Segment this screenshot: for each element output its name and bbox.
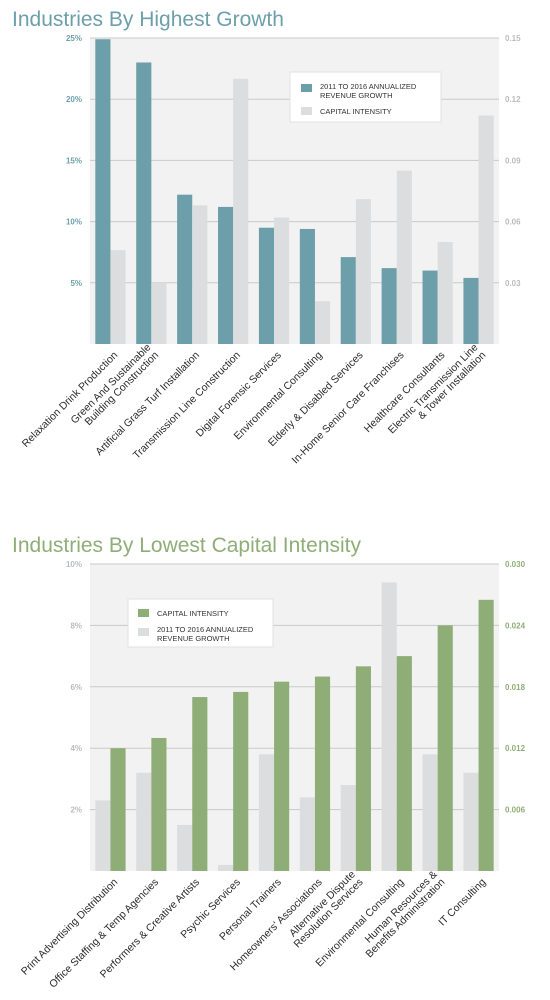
legend-swatch-capital-intensity (301, 107, 312, 115)
bar-capital-intensity (233, 691, 249, 871)
bar-revenue-growth (381, 268, 397, 344)
left-axis-tick-label: 20% (66, 95, 82, 104)
left-axis-tick-label: 4% (70, 744, 82, 753)
bar-revenue-growth (422, 754, 438, 871)
bar-capital-intensity (355, 666, 371, 871)
bar-capital-intensity (110, 250, 126, 344)
growth-chart-title: Industries By Highest Growth (12, 8, 284, 31)
right-axis-tick-label: 0.03 (505, 279, 521, 288)
right-axis-tick-label: 0.030 (505, 560, 526, 569)
left-axis-tick-label: 2% (70, 806, 82, 815)
right-axis-tick-label: 0.12 (505, 95, 521, 104)
bar-capital-intensity (192, 205, 208, 344)
bar-revenue-growth (218, 206, 234, 344)
bar-revenue-growth (95, 39, 111, 344)
left-axis-tick-label: 5% (70, 279, 82, 288)
capital-intensity-chart: Industries By Lowest Capital Intensity 2… (12, 534, 526, 990)
legend-label-capital-intensity: CAPITAL INTENSITY (320, 107, 392, 116)
bar-revenue-growth (299, 228, 315, 344)
bar-revenue-growth (340, 257, 356, 344)
bar-revenue-growth (381, 582, 397, 871)
growth-chart-left-axis: 5% 10% 15% 20% 25% (66, 34, 82, 288)
left-axis-tick-label: 25% (66, 34, 82, 43)
right-axis-tick-label: 0.018 (505, 683, 526, 692)
bar-capital-intensity (437, 242, 453, 344)
bar-capital-intensity (110, 748, 126, 871)
growth-chart-right-axis: 0.03 0.06 0.09 0.12 0.15 (505, 34, 521, 288)
bar-capital-intensity (233, 78, 249, 345)
legend-label-capital-intensity: CAPITAL INTENSITY (157, 609, 229, 618)
bar-capital-intensity (151, 737, 167, 871)
growth-chart-legend: 2011 TO 2016 ANNUALIZED REVENUE GROWTH C… (289, 71, 442, 123)
bar-capital-intensity (478, 115, 494, 345)
bar-revenue-growth (422, 270, 438, 344)
legend-swatch-revenue-growth (301, 84, 312, 92)
legend-label-revenue-growth: 2011 TO 2016 ANNUALIZED REVENUE GROWTH (320, 82, 418, 100)
bar-capital-intensity (437, 625, 453, 871)
right-axis-tick-label: 0.006 (505, 806, 526, 815)
legend-box (289, 71, 442, 123)
bar-capital-intensity (314, 301, 331, 344)
left-axis-tick-label: 10% (66, 218, 82, 227)
capital-chart-title: Industries By Lowest Capital Intensity (12, 534, 362, 557)
bar-revenue-growth (177, 194, 193, 344)
legend-swatch-capital-intensity (138, 609, 149, 617)
bar-capital-intensity (274, 217, 290, 344)
left-axis-tick-label: 15% (66, 156, 82, 165)
legend-box (127, 598, 274, 648)
growth-chart: Industries By Highest Growth 5% 10% 15% 20%… (12, 8, 521, 466)
capital-chart-bars (95, 582, 494, 871)
bar-capital-intensity (314, 676, 331, 871)
bar-revenue-growth (177, 824, 193, 871)
bar-capital-intensity (355, 199, 371, 344)
bar-revenue-growth (136, 772, 152, 871)
left-axis-tick-label: 6% (70, 683, 82, 692)
bar-capital-intensity (396, 656, 412, 871)
left-axis-tick-label: 8% (70, 621, 82, 630)
capital-chart-left-axis: 2% 4% 6% 8% 10% (66, 560, 82, 815)
bar-revenue-growth (136, 62, 152, 344)
bar-revenue-growth (258, 754, 275, 871)
right-axis-tick-label: 0.024 (505, 621, 526, 630)
bar-capital-intensity (274, 681, 290, 871)
left-axis-tick-label: 10% (66, 560, 82, 569)
bar-capital-intensity (478, 599, 494, 871)
capital-chart-right-axis: 0.006 0.012 0.018 0.024 0.030 (505, 560, 526, 815)
bar-revenue-growth (218, 864, 234, 871)
right-axis-tick-label: 0.15 (505, 34, 521, 43)
bar-revenue-growth (463, 277, 479, 344)
bar-revenue-growth (95, 800, 111, 871)
right-axis-tick-label: 0.09 (505, 156, 521, 165)
growth-chart-bars (95, 39, 494, 345)
bar-capital-intensity (396, 170, 412, 344)
legend-label-revenue-growth: 2011 TO 2016 ANNUALIZED REVENUE GROWTH (157, 625, 255, 643)
bar-revenue-growth (258, 227, 275, 344)
right-axis-tick-label: 0.012 (505, 744, 526, 753)
right-axis-tick-label: 0.06 (505, 218, 521, 227)
legend-swatch-revenue-growth (138, 628, 149, 636)
bar-revenue-growth (340, 785, 356, 871)
bar-revenue-growth (463, 772, 479, 871)
capital-chart-legend: CAPITAL INTENSITY 2011 TO 2016 ANNUALIZE… (127, 598, 274, 648)
bar-capital-intensity (151, 282, 167, 344)
bar-revenue-growth (299, 797, 315, 871)
bar-capital-intensity (192, 697, 208, 871)
